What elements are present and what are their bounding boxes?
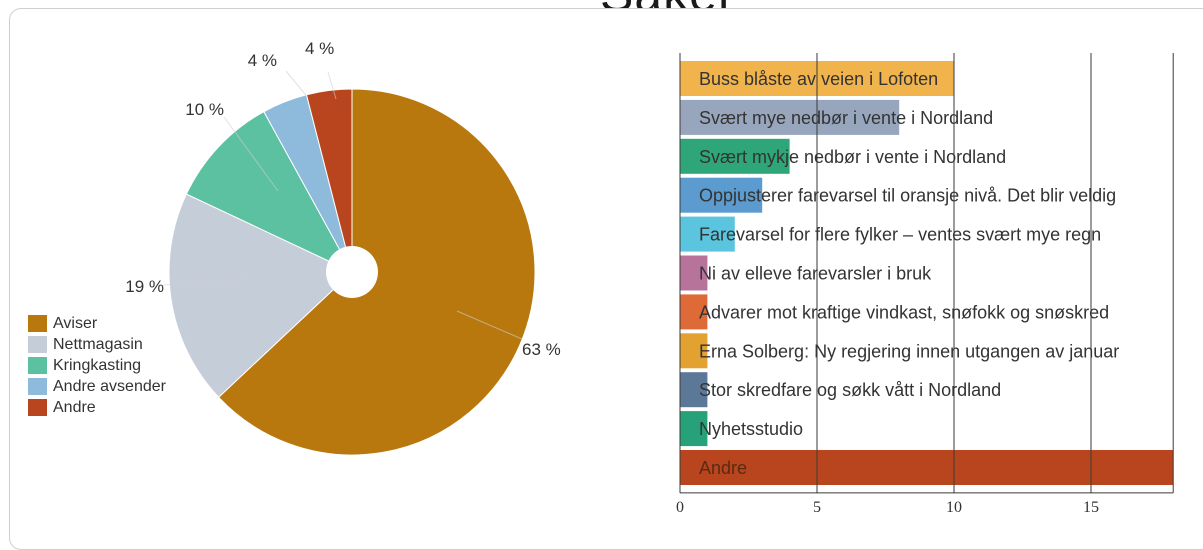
pie-leader-line [163, 278, 251, 286]
legend-item[interactable]: Nettmagasin [28, 334, 166, 355]
legend-label: Andre avsender [53, 377, 166, 395]
pie-percent-label: 4 % [248, 51, 277, 70]
bar-category-label: Svært mykje nedbør i vente i Nordland [699, 147, 1006, 167]
bar-category-label: Stor skredfare og søkk vått i Nordland [699, 380, 1001, 400]
bar-category-label: Advarer mot kraftige vindkast, snøfokk o… [699, 302, 1109, 322]
legend-item[interactable]: Andre avsender [28, 376, 166, 397]
legend-label: Nettmagasin [53, 335, 143, 353]
bar[interactable] [680, 450, 1174, 485]
x-tick-label: 15 [1083, 499, 1099, 516]
pie-percent-label: 4 % [305, 39, 334, 58]
legend-item[interactable]: Aviser [28, 313, 166, 334]
bar[interactable] [680, 372, 708, 408]
x-tick-label: 10 [946, 499, 962, 516]
pie-slice-kringkasting[interactable] [185, 110, 354, 274]
bar[interactable] [680, 411, 708, 447]
pie-leader-line [223, 116, 279, 192]
pie-chart: 63 % 19 % 10 % 4 % 4 % [125, 39, 561, 456]
pie-slice-nettmagasin[interactable] [168, 193, 353, 398]
bar-category-label: Erna Solberg: Ny regjering innen utgange… [699, 341, 1119, 361]
pie-percent-label: 19 % [125, 277, 164, 296]
legend-swatch [28, 315, 47, 332]
legend-label: Andre [53, 398, 96, 416]
legend-swatch [28, 336, 47, 353]
bar-category-label: Farevarsel for flere fylker – ventes svæ… [699, 225, 1101, 245]
bar-category-label: Svært mye nedbør i vente i Nordland [699, 108, 993, 128]
bar-category-label: Andre [699, 458, 747, 478]
legend-label: Kringkasting [53, 356, 142, 374]
legend-label: Aviser [53, 314, 98, 332]
pie-leader-line [456, 310, 523, 340]
x-tick-label: 0 [676, 499, 684, 516]
pie-leader-line [327, 71, 337, 100]
legend-swatch [28, 357, 47, 374]
bar-category-label: Ni av elleve farevarsler i bruk [699, 264, 932, 284]
bar[interactable] [680, 99, 900, 135]
legend-item[interactable]: Andre [28, 397, 166, 418]
bar[interactable] [680, 138, 790, 174]
bar[interactable] [680, 216, 735, 252]
donut-hole [326, 246, 378, 298]
bar-category-label: Buss blåste av veien i Lofoten [699, 69, 938, 89]
bar[interactable] [680, 294, 708, 330]
pie-percent-label: 63 % [522, 340, 561, 359]
legend-swatch [28, 378, 47, 395]
legend-swatch [28, 399, 47, 416]
bar[interactable] [680, 177, 763, 213]
pie-legend: Aviser Nettmagasin Kringkasting Andre avsen… [28, 313, 166, 418]
bar-category-label: Oppjusterer farevarsel til oransje nivå.… [699, 186, 1116, 206]
pie-slice-andre[interactable] [305, 88, 353, 273]
legend-item[interactable]: Kringkasting [28, 355, 166, 376]
bar-category-label: Nyhetsstudio [699, 419, 803, 439]
x-tick-label: 5 [813, 499, 821, 516]
chart-card: 63 % 19 % 10 % 4 % 4 % Buss blåste av veien … [9, 8, 1203, 550]
bar-chart: Buss blåste av veien i Lofoten Svært mye … [676, 53, 1174, 516]
pie-percent-label: 10 % [185, 100, 224, 119]
bar[interactable] [680, 333, 708, 369]
bar[interactable] [680, 255, 708, 291]
